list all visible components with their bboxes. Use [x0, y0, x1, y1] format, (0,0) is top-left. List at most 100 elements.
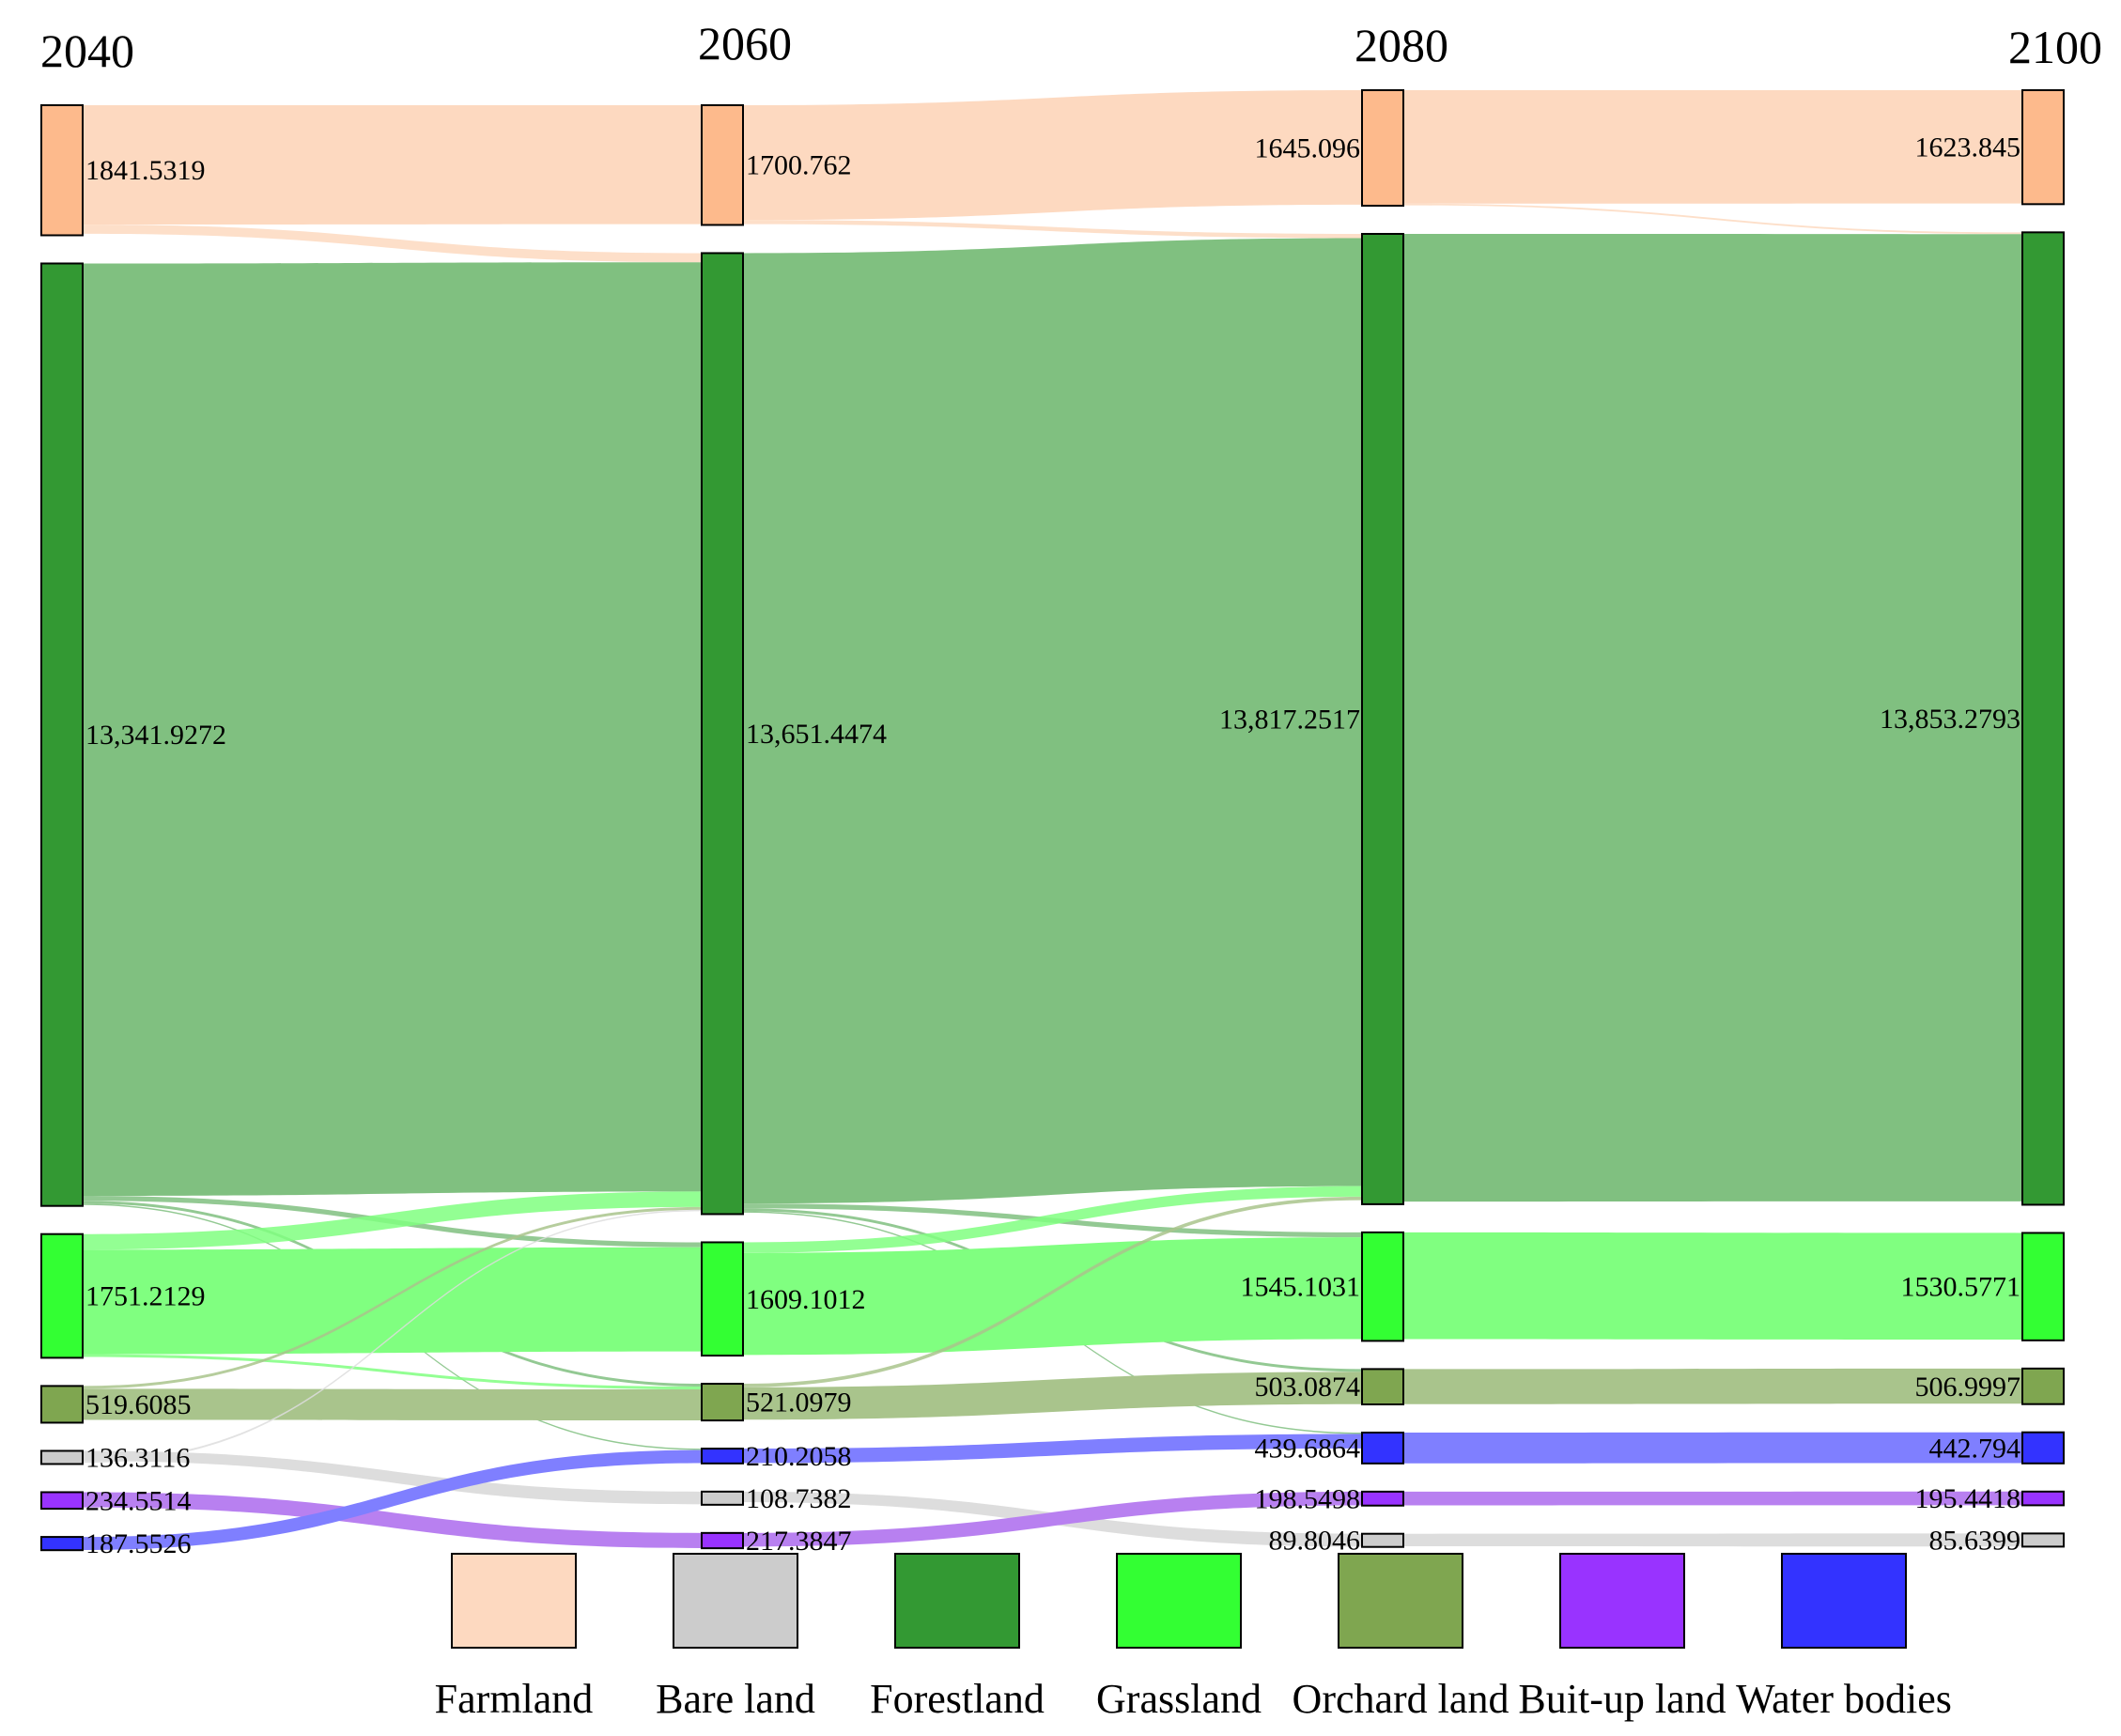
node-2040-farmland [40, 104, 84, 237]
node-2040-builtup [40, 1491, 84, 1511]
node-label-2080-bare: 89.8046 [1269, 1526, 1361, 1557]
legend-swatch-bare [673, 1553, 798, 1649]
legend-label-bare: Bare land [656, 1676, 815, 1722]
legend-label-farmland: Farmland [435, 1676, 594, 1722]
legend-swatch-forestland [894, 1553, 1020, 1649]
flow-2080-water-to-2100-water [1403, 1432, 2022, 1464]
flow-2040-bare-to-2060-bare [83, 1450, 702, 1505]
node-label-2060-bare: 108.7382 [746, 1483, 852, 1514]
legend-swatch-grassland [1116, 1553, 1242, 1649]
node-label-2060-grassland: 1609.1012 [746, 1284, 866, 1315]
node-2100-water [2021, 1431, 2065, 1465]
year-labels: 2040 2060 2080 2100 [40, 17, 2102, 77]
flow-2060-builtup-to-2080-builtup [743, 1491, 1362, 1547]
node-label-2040-orchard: 519.6085 [85, 1389, 192, 1420]
node-2060-grassland [701, 1241, 744, 1357]
flow-2080-farmland-to-2100-forestland [1403, 203, 2022, 235]
node-2060-bare [701, 1490, 744, 1506]
flow-2040-orchard-to-2060-orchard [83, 1388, 702, 1421]
node-label-2040-water: 187.5526 [85, 1528, 192, 1559]
node-label-2060-water: 210.2058 [746, 1441, 852, 1472]
node-label-2100-bare: 85.6399 [1929, 1525, 2021, 1556]
node-2100-orchard [2021, 1367, 2065, 1405]
node-label-2080-water: 439.6864 [1255, 1433, 1361, 1464]
flow-2060-water-to-2080-water [743, 1434, 1362, 1464]
year-label-2080: 2080 [1355, 19, 1448, 71]
legend-swatch-orchard [1338, 1553, 1463, 1649]
node-2100-farmland [2021, 89, 2065, 206]
flow-2080-grassland-to-2100-grassland [1403, 1232, 2022, 1341]
node-label-2060-forestland: 13,651.4474 [746, 719, 887, 750]
legend-swatch-farmland [451, 1553, 577, 1649]
node-label-2040-farmland: 1841.5319 [85, 155, 206, 186]
flow-2040-builtup-to-2060-builtup [83, 1492, 702, 1548]
node-2100-forestland [2021, 231, 2065, 1206]
flow-2060-orchard-to-2080-orchard [743, 1372, 1362, 1420]
node-label-2040-builtup: 234.5514 [85, 1485, 192, 1516]
node-label-2080-forestland: 13,817.2517 [1219, 704, 1360, 735]
node-2040-forestland [40, 262, 84, 1207]
legend-label-forestland: Forestland [870, 1676, 1045, 1722]
flow-2040-grassland-to-2060-forestland [83, 1191, 702, 1250]
flow-2060-orchard-to-2080-forestland [743, 1196, 1362, 1387]
legend-swatch-water [1781, 1553, 1907, 1649]
node-label-2080-grassland: 1545.1031 [1241, 1272, 1361, 1303]
node-2060-builtup [701, 1531, 744, 1550]
node-2060-water [701, 1448, 744, 1465]
node-label-2100-orchard: 506.9997 [1915, 1372, 2021, 1403]
flow-2080-builtup-to-2100-builtup [1403, 1491, 2022, 1506]
flow-2040-forestland-to-2060-forestland [83, 262, 702, 1197]
node-label-2100-builtup: 195.4418 [1915, 1483, 2021, 1514]
flow-2080-bare-to-2100-bare [1403, 1533, 2022, 1547]
node-2080-bare [1361, 1532, 1404, 1548]
node-2040-orchard [40, 1385, 84, 1424]
legend-label-grassland: Grassland [1096, 1676, 1262, 1722]
node-2060-farmland [701, 104, 744, 226]
year-label-2100: 2100 [2008, 21, 2102, 73]
flow-2060-grassland-to-2080-grassland [743, 1237, 1362, 1356]
node-label-2100-farmland: 1623.845 [1915, 132, 2021, 163]
node-label-2080-farmland: 1645.096 [1255, 132, 1361, 163]
flow-2080-orchard-to-2100-orchard [1403, 1368, 2022, 1404]
legend: Farmland Bare land Forestland Grassland Orch… [435, 1553, 1952, 1722]
flow-2080-forestland-to-2100-forestland [1403, 233, 2022, 1202]
nodes-layer: 1841.5319 13,341.9272 1751.2129 519.6085 136… [40, 89, 2065, 1559]
flow-2040-bare-to-2060-forestland [83, 1209, 702, 1464]
node-label-2080-orchard: 503.0874 [1255, 1372, 1361, 1403]
flow-2060-farmland-to-2080-forestland [743, 220, 1362, 239]
node-2080-farmland [1361, 89, 1404, 207]
node-2080-grassland [1361, 1231, 1404, 1342]
node-label-2040-bare: 136.3116 [85, 1442, 190, 1473]
node-2040-grassland [40, 1232, 84, 1359]
year-label-2060: 2060 [698, 17, 792, 70]
node-2060-orchard [701, 1383, 744, 1422]
node-2100-bare [2021, 1532, 2065, 1548]
node-label-2060-orchard: 521.0979 [746, 1387, 852, 1418]
flow-2080-farmland-to-2100-farmland [1403, 90, 2022, 204]
flow-2040-grassland-to-2060-grassland [83, 1247, 702, 1355]
node-2040-bare [40, 1449, 84, 1465]
node-label-2100-forestland: 13,853.2793 [1880, 704, 2020, 735]
node-2080-water [1361, 1432, 1404, 1465]
legend-label-water: Water bodies [1736, 1676, 1952, 1722]
node-2100-grassland [2021, 1232, 2065, 1341]
node-label-2100-water: 442.794 [1929, 1433, 2021, 1464]
legend-label-builtup: Buit-up land [1518, 1676, 1726, 1722]
flow-2040-grassland-to-2060-orchard [83, 1354, 702, 1390]
node-2080-forestland [1361, 232, 1404, 1205]
flow-2040-water-to-2060-water [83, 1449, 702, 1551]
node-2080-builtup [1361, 1490, 1404, 1507]
flow-2040-farmland-to-2060-farmland [83, 105, 702, 225]
node-label-2060-builtup: 217.3847 [746, 1526, 852, 1557]
node-2100-builtup [2021, 1490, 2065, 1507]
year-label-2040: 2040 [40, 24, 134, 77]
node-label-2060-farmland: 1700.762 [746, 150, 852, 181]
flows-layer [83, 90, 2022, 1551]
flow-2040-orchard-to-2060-forestland [83, 1206, 702, 1389]
node-label-2100-grassland: 1530.5771 [1901, 1272, 2021, 1303]
node-2080-orchard [1361, 1368, 1404, 1406]
node-label-2080-builtup: 198.5498 [1255, 1483, 1361, 1514]
node-2040-water [40, 1536, 84, 1552]
legend-label-orchard: Orchard land [1293, 1676, 1509, 1722]
legend-swatch-builtup [1559, 1553, 1685, 1649]
